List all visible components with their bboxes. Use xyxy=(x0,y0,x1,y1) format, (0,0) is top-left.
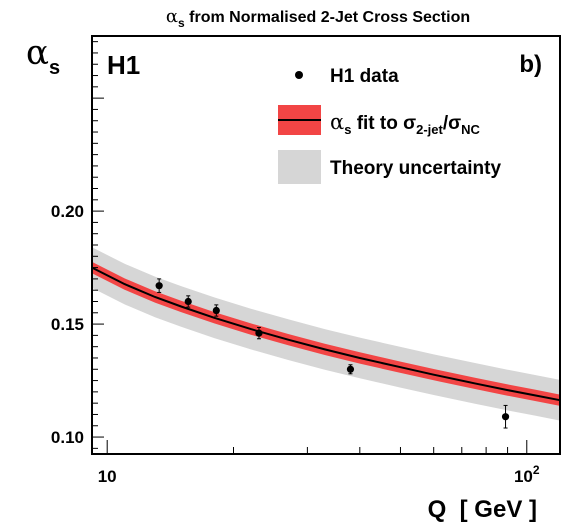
data-point xyxy=(346,365,355,373)
panel-label: b) xyxy=(519,51,542,78)
legend-theory-label: Theory uncertainty xyxy=(330,158,501,179)
tick-layer: 0.10 0.15 0.20 10 102 xyxy=(51,41,540,486)
legend-theory-swatch xyxy=(278,150,321,184)
experiment-label: H1 xyxy=(107,50,140,80)
legend-data-label: H1 data xyxy=(330,66,399,87)
data-point xyxy=(501,413,510,421)
x-tick-label: 102 xyxy=(514,463,540,486)
data-point xyxy=(255,329,263,337)
fit-curve xyxy=(91,266,561,402)
data-point xyxy=(212,306,220,315)
x-axis-label: Q [ GeV ] xyxy=(428,496,537,523)
legend-fit-label: αs fit to σ2-jet/σNC xyxy=(330,110,481,137)
y-tick-label: 0.20 xyxy=(51,202,84,221)
legend-data-marker xyxy=(295,71,303,79)
theory-uncertainty-band xyxy=(92,247,560,421)
y-axis-label: αs xyxy=(26,33,60,79)
y-tick-label: 0.10 xyxy=(51,428,84,447)
plot-layer xyxy=(91,247,561,429)
y-tick-label: 0.15 xyxy=(51,315,84,334)
x-tick-label: 10 xyxy=(98,467,117,486)
chart-title: αs from Normalised 2-Jet Cross Section xyxy=(166,6,470,30)
legend: H1 data αs fit to σ2-jet/σNC Theory unce… xyxy=(278,66,501,184)
data-point xyxy=(184,297,192,306)
data-point xyxy=(155,282,163,290)
